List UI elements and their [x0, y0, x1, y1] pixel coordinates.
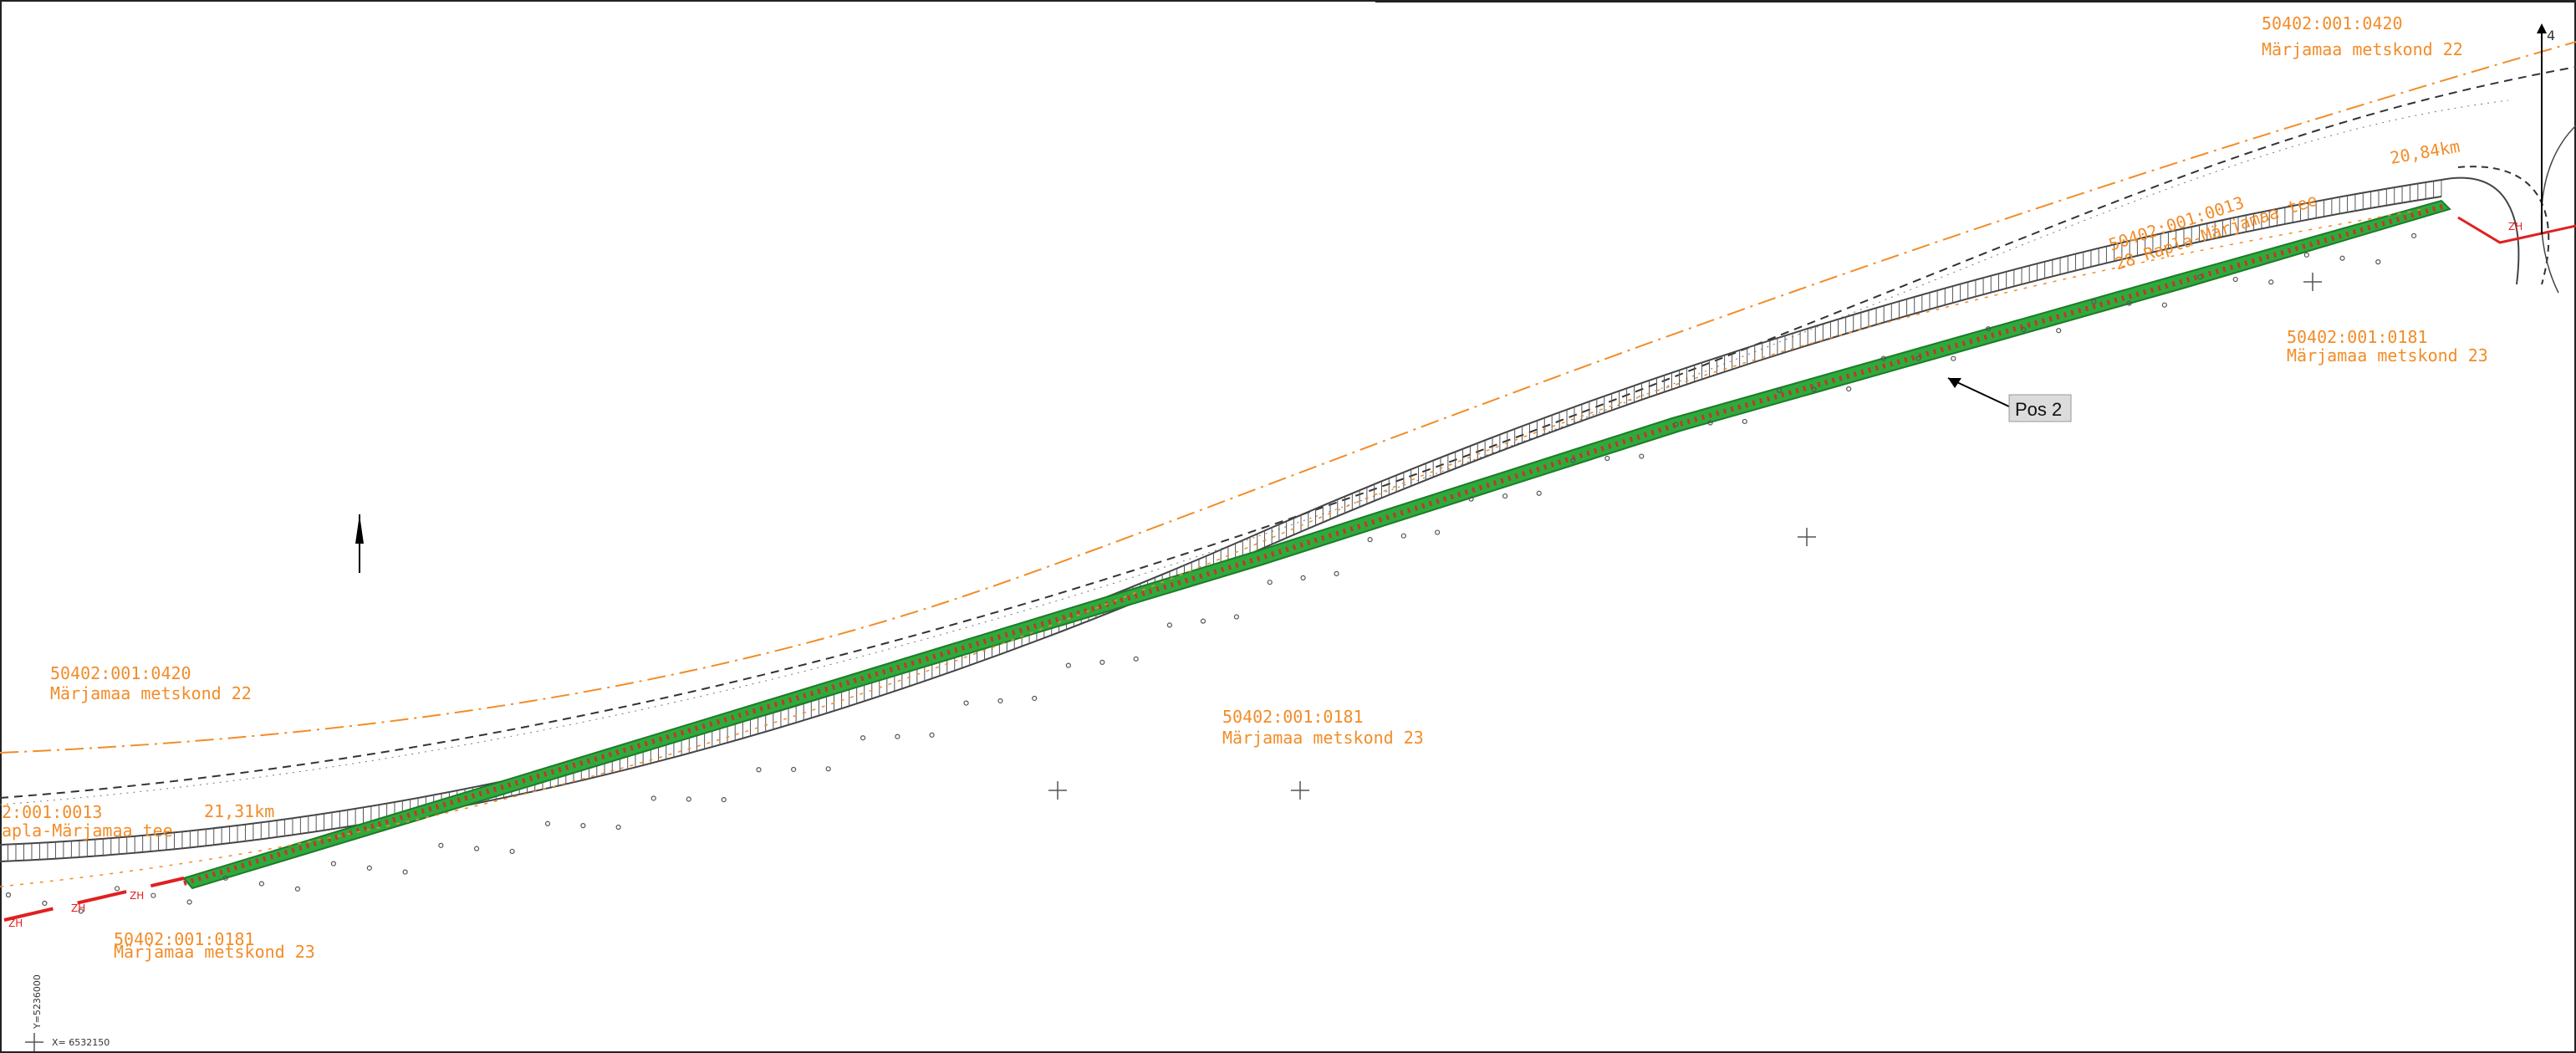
chainage-left: 21,31km [204, 801, 274, 821]
section-label: 4 [2547, 28, 2555, 43]
guardrail-strip [182, 199, 2451, 890]
chainage-right: 20,84km [2389, 136, 2461, 168]
road-outer-boundary [0, 66, 2576, 799]
zh-marker-2: ZH [71, 902, 85, 914]
parcel-id-right: 50402:001:0181 [2287, 327, 2428, 347]
survey-crosses [25, 273, 2322, 1051]
parcel-name-bottom-left: Märjamaa metskond 23 [114, 942, 315, 962]
road-dotted-line [0, 100, 2509, 805]
red-boundary-left [3, 877, 185, 922]
survey-points [5, 233, 2417, 914]
red-boundary-right [2457, 216, 2576, 244]
zh-marker-4: ZH [2508, 221, 2522, 233]
guardrail-hatch [183, 203, 2446, 886]
callout-leader [1947, 377, 2012, 408]
road-name-left: apla-Märjamaa tee [2, 820, 173, 841]
coord-y-label: Y=5236000 [32, 974, 43, 1030]
parcel-id-bottom-left: 50402:001:0181 [114, 929, 255, 949]
parcel-name-right: Märjamaa metskond 23 [2287, 345, 2488, 365]
callout-arrowhead [1948, 378, 1961, 388]
zh-marker-1: ZH [8, 918, 23, 929]
parcel-id-center: 50402:001:0181 [1222, 707, 1364, 727]
road-id-left: 2:001:0013 [2, 802, 102, 822]
north-arrow-icon [355, 514, 364, 573]
road-edge-upper [0, 179, 2442, 846]
parcel-id-top-right: 50402:001:0420 [2262, 13, 2403, 33]
section-arrow [2537, 23, 2547, 33]
parcel-name-center: Märjamaa metskond 23 [1222, 728, 1424, 748]
callout-text: Pos 2 [2015, 399, 2062, 420]
parcel-name-left: Märjamaa metskond 22 [50, 683, 252, 703]
road-slope-hatching [0, 180, 2442, 861]
coord-x-label: X= 6532150 [52, 1037, 110, 1048]
road-curve-right [2441, 176, 2520, 285]
parcel-name-top-right: Märjamaa metskond 22 [2262, 39, 2463, 59]
property-boundary-line [0, 41, 2576, 754]
zh-marker-3: ZH [130, 890, 144, 902]
callout-box [2008, 394, 2072, 422]
parcel-id-left: 50402:001:0420 [50, 663, 191, 683]
road-curve-far-right [2540, 125, 2576, 294]
